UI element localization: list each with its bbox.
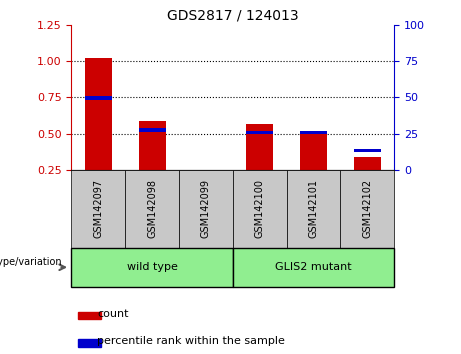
Bar — [300, 131, 327, 134]
Bar — [193, 170, 219, 205]
Bar — [300, 133, 327, 170]
Text: GSM142098: GSM142098 — [147, 179, 157, 238]
Bar — [71, 170, 125, 248]
Bar — [85, 97, 112, 100]
Bar — [139, 129, 165, 132]
Bar — [78, 339, 101, 347]
Text: percentile rank within the sample: percentile rank within the sample — [97, 336, 285, 346]
Bar — [246, 124, 273, 170]
Text: wild type: wild type — [127, 262, 177, 272]
Text: GSM142101: GSM142101 — [308, 179, 319, 238]
Bar — [85, 58, 112, 170]
Bar — [233, 248, 394, 287]
Text: GSM142099: GSM142099 — [201, 179, 211, 238]
Bar — [287, 170, 340, 248]
Title: GDS2817 / 124013: GDS2817 / 124013 — [167, 8, 299, 22]
Bar — [125, 170, 179, 248]
Text: GSM142097: GSM142097 — [93, 179, 103, 239]
Bar — [354, 149, 381, 152]
Text: GSM142102: GSM142102 — [362, 179, 372, 239]
Text: count: count — [97, 309, 129, 319]
Bar — [233, 170, 287, 248]
Bar — [71, 248, 233, 287]
Bar — [246, 131, 273, 134]
Bar — [179, 170, 233, 248]
Text: genotype/variation: genotype/variation — [0, 257, 62, 267]
Text: GSM142100: GSM142100 — [254, 179, 265, 238]
Bar — [354, 157, 381, 170]
Bar — [340, 170, 394, 248]
Bar — [139, 121, 165, 170]
Bar — [78, 312, 101, 319]
Text: GLIS2 mutant: GLIS2 mutant — [275, 262, 352, 272]
